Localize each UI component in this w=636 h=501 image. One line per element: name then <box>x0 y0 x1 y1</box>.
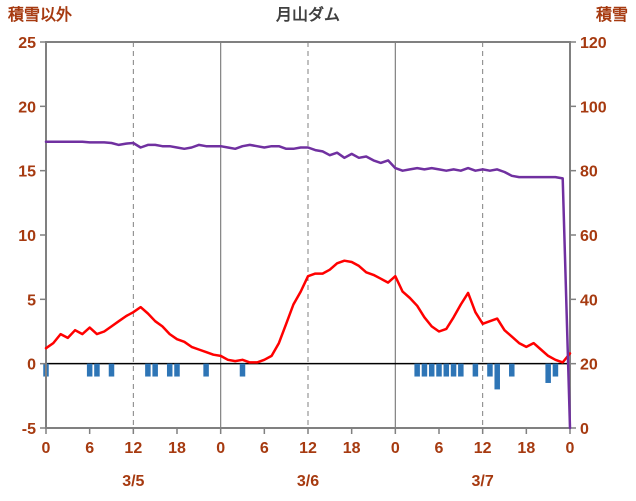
svg-text:0: 0 <box>216 440 225 457</box>
svg-text:12: 12 <box>299 440 317 457</box>
svg-text:3/6: 3/6 <box>297 473 319 490</box>
svg-text:6: 6 <box>85 440 94 457</box>
svg-text:15: 15 <box>18 164 36 181</box>
svg-text:40: 40 <box>580 292 598 309</box>
svg-text:20: 20 <box>18 99 36 116</box>
svg-text:0: 0 <box>566 440 575 457</box>
svg-text:0: 0 <box>27 357 36 374</box>
right-axis-title: 積雪 <box>595 7 628 24</box>
chart-title: 月山ダム <box>275 7 340 24</box>
svg-text:80: 80 <box>580 164 598 181</box>
svg-text:18: 18 <box>343 440 361 457</box>
svg-text:60: 60 <box>580 228 598 245</box>
svg-text:12: 12 <box>124 440 142 457</box>
svg-text:120: 120 <box>580 35 607 52</box>
svg-text:5: 5 <box>27 292 36 309</box>
svg-text:3/5: 3/5 <box>122 473 144 490</box>
svg-text:6: 6 <box>435 440 444 457</box>
svg-text:6: 6 <box>260 440 269 457</box>
svg-text:0: 0 <box>391 440 400 457</box>
svg-text:18: 18 <box>168 440 186 457</box>
svg-text:3/7: 3/7 <box>472 473 494 490</box>
svg-text:0: 0 <box>580 421 589 438</box>
svg-text:18: 18 <box>517 440 535 457</box>
svg-text:0: 0 <box>42 440 51 457</box>
svg-text:10: 10 <box>18 228 36 245</box>
svg-text:12: 12 <box>474 440 492 457</box>
svg-text:25: 25 <box>18 35 36 52</box>
svg-text:20: 20 <box>580 357 598 374</box>
svg-text:-5: -5 <box>22 421 36 438</box>
left-axis-title: 積雪以外 <box>8 7 73 24</box>
svg-text:100: 100 <box>580 99 607 116</box>
